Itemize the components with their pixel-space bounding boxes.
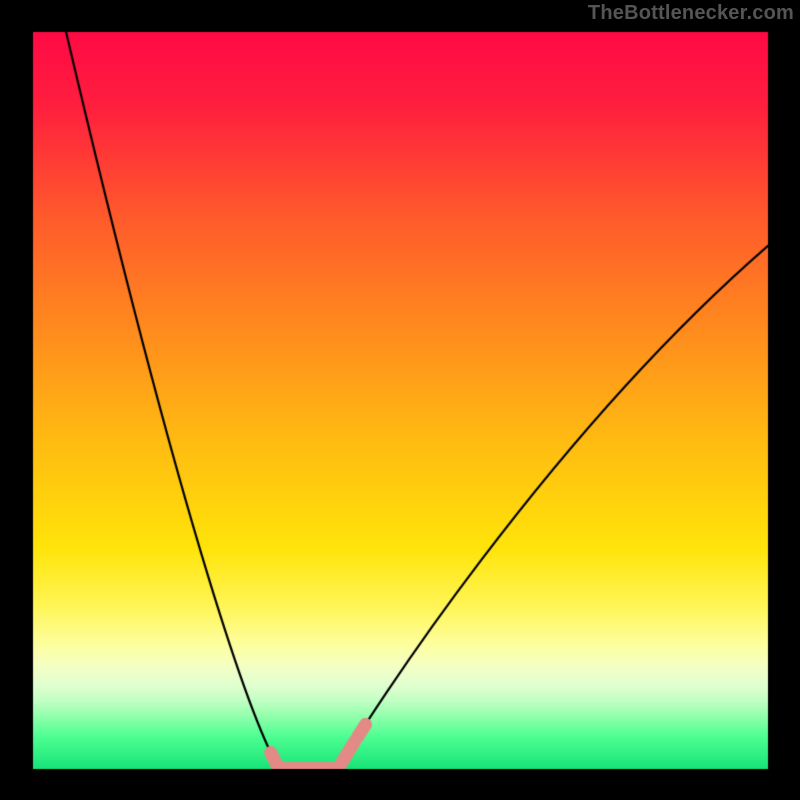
watermark-text: TheBottlenecker.com [588, 2, 794, 25]
stage: TheBottlenecker.com [0, 0, 800, 800]
bottleneck-chart [0, 0, 800, 800]
